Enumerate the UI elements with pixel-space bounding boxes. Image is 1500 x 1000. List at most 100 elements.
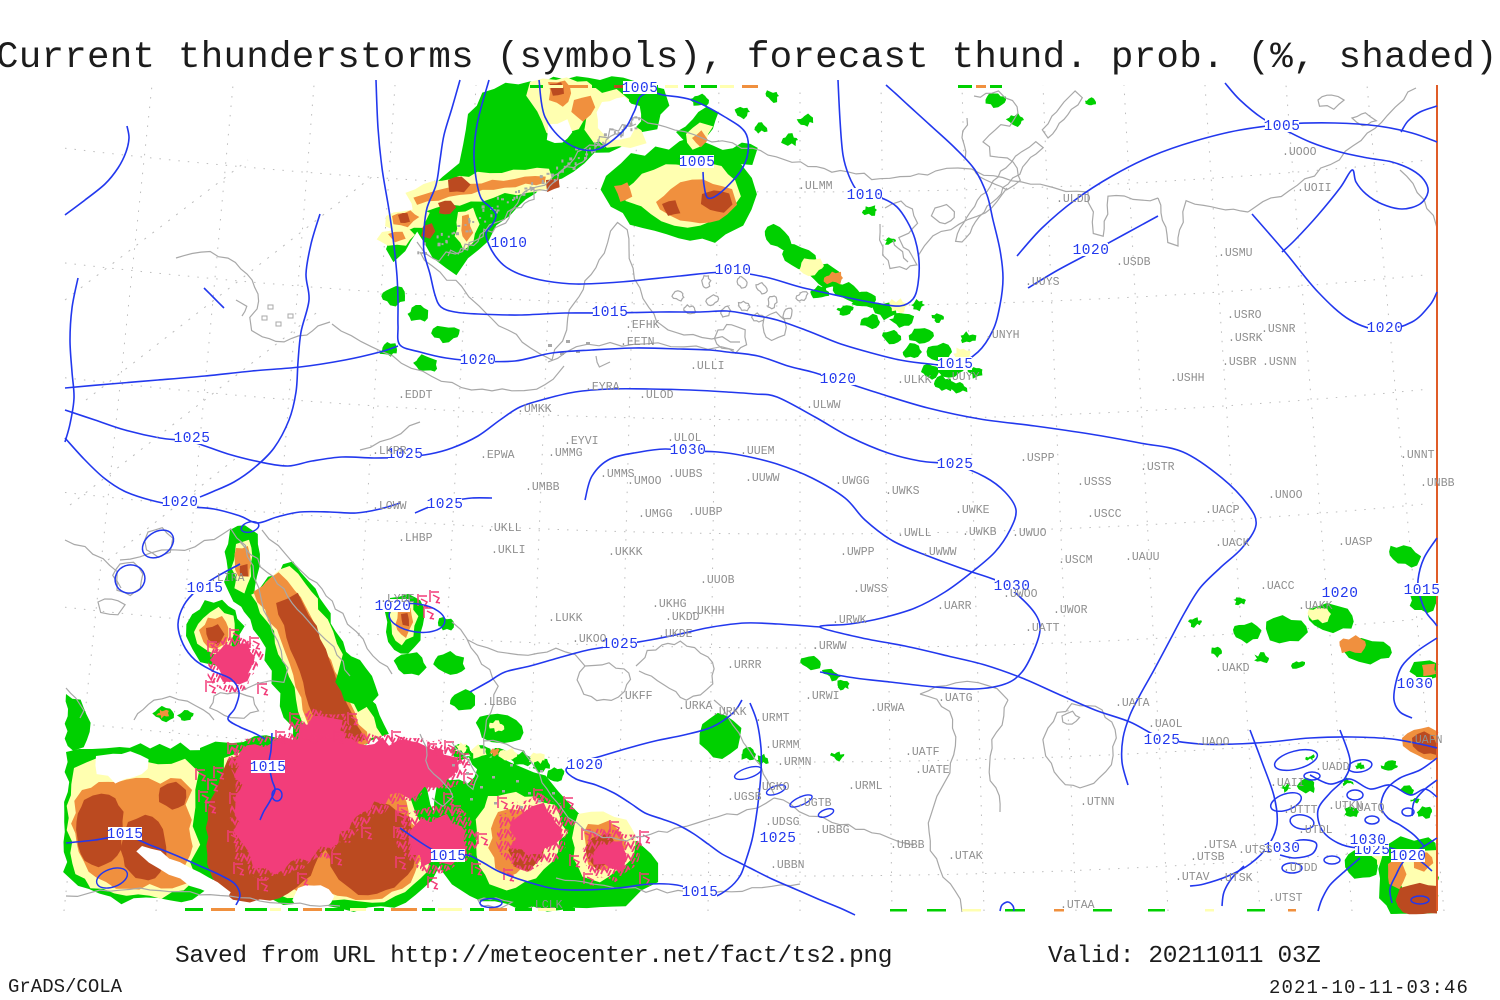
- svg-text:.UATE: .UATE: [915, 764, 950, 777]
- svg-text:.UMMG: .UMMG: [548, 447, 583, 460]
- svg-text:.UUYS: .UUYS: [1025, 276, 1060, 289]
- svg-text:.USRO: .USRO: [1227, 309, 1262, 322]
- svg-text:.UBBB: .UBBB: [890, 839, 925, 852]
- svg-text:.UWUO: .UWUO: [1012, 527, 1047, 540]
- svg-text:.UOII: .UOII: [1297, 182, 1332, 195]
- svg-text:.ULKK: .ULKK: [897, 374, 932, 387]
- svg-text:.UTSK: .UTSK: [1218, 872, 1253, 885]
- svg-text:1030: 1030: [1397, 677, 1434, 693]
- svg-text:.URRR: .URRR: [727, 659, 762, 672]
- svg-text:.UGTB: .UGTB: [797, 797, 832, 810]
- svg-text:.UAUU: .UAUU: [1125, 551, 1160, 564]
- svg-text:.LOWW: .LOWW: [372, 500, 407, 513]
- svg-text:.ULMM: .ULMM: [798, 180, 833, 193]
- svg-text:1020: 1020: [460, 353, 497, 369]
- svg-text:.UACK: .UACK: [1215, 537, 1250, 550]
- svg-text:1010: 1010: [715, 263, 752, 279]
- svg-text:.UTAV: .UTAV: [1175, 871, 1210, 884]
- svg-text:.USCM: .USCM: [1058, 554, 1093, 567]
- svg-text:.EYRA: .EYRA: [585, 381, 620, 394]
- svg-text:.UNOO: .UNOO: [1268, 489, 1303, 502]
- svg-text:.UDSG: .UDSG: [765, 816, 800, 829]
- svg-text:.URMN: .URMN: [777, 756, 812, 769]
- svg-text:1015: 1015: [430, 849, 467, 865]
- svg-text:.UTKN: .UTKN: [1328, 800, 1363, 813]
- svg-text:.UTSS: .UTSS: [1238, 844, 1273, 857]
- svg-text:1020: 1020: [162, 495, 199, 511]
- svg-text:.UAKD: .UAKD: [1215, 662, 1250, 675]
- svg-text:.UWOR: .UWOR: [1053, 604, 1088, 617]
- svg-text:.UUOB: .UUOB: [700, 574, 735, 587]
- svg-text:1025: 1025: [1144, 733, 1181, 749]
- svg-text:.URML: .URML: [848, 780, 883, 793]
- svg-text:.UMGG: .UMGG: [638, 508, 673, 521]
- svg-text:1025: 1025: [760, 831, 797, 847]
- svg-text:.USHH: .USHH: [1170, 372, 1205, 385]
- svg-text:.UKKK: .UKKK: [608, 546, 643, 559]
- svg-text:.USMU: .USMU: [1218, 247, 1253, 260]
- svg-text:.UAOO: .UAOO: [1195, 736, 1230, 749]
- svg-text:.UATG: .UATG: [938, 692, 973, 705]
- svg-text:.UMMS: .UMMS: [600, 468, 635, 481]
- svg-text:1030: 1030: [1350, 833, 1387, 849]
- svg-text:1025: 1025: [174, 431, 211, 447]
- svg-text:.UUYY: .UUYY: [945, 371, 980, 384]
- svg-text:.UTST: .UTST: [1268, 892, 1303, 905]
- svg-text:.ULOD: .ULOD: [639, 389, 674, 402]
- svg-text:.UTTT: .UTTT: [1283, 804, 1318, 817]
- svg-text:.UBBN: .UBBN: [770, 859, 805, 872]
- svg-text:.ULOL: .ULOL: [667, 432, 702, 445]
- svg-text:.UMOO: .UMOO: [627, 475, 662, 488]
- svg-text:.UNYH: .UNYH: [985, 329, 1020, 342]
- svg-text:.UWKS: .UWKS: [885, 485, 920, 498]
- svg-text:1020: 1020: [375, 599, 412, 615]
- svg-text:1020: 1020: [820, 372, 857, 388]
- svg-text:.URWI: .URWI: [805, 690, 840, 703]
- svg-text:.UATT: .UATT: [1025, 622, 1060, 635]
- svg-text:1025: 1025: [427, 497, 464, 513]
- svg-text:.ULDD: .ULDD: [1056, 193, 1091, 206]
- svg-text:.EYVI: .EYVI: [564, 435, 599, 448]
- svg-text:1015: 1015: [592, 305, 629, 321]
- svg-text:1025: 1025: [387, 447, 424, 463]
- svg-text:.UARR: .UARR: [937, 600, 972, 613]
- svg-text:.UKHH: .UKHH: [690, 605, 725, 618]
- svg-text:.UOOO: .UOOO: [1282, 146, 1317, 159]
- svg-text:.EPWA: .EPWA: [480, 449, 515, 462]
- svg-text:1030: 1030: [1264, 841, 1301, 857]
- svg-text:.LKPR: .LKPR: [372, 445, 407, 458]
- svg-text:1020: 1020: [1367, 321, 1404, 337]
- svg-text:.UATF: .UATF: [905, 746, 940, 759]
- svg-text:.LIRA: .LIRA: [210, 572, 245, 585]
- svg-text:.UUEM: .UUEM: [740, 445, 775, 458]
- svg-text:.UUBS: .UUBS: [668, 468, 703, 481]
- svg-text:.UGKO: .UGKO: [755, 781, 790, 794]
- svg-text:.UTAK: .UTAK: [948, 850, 983, 863]
- svg-text:.USBR: .USBR: [1222, 356, 1257, 369]
- svg-text:.UUWW: .UUWW: [745, 472, 780, 485]
- svg-text:.UTSB: .UTSB: [1190, 851, 1225, 864]
- svg-text:.URKK: .URKK: [712, 706, 747, 719]
- svg-text:1025: 1025: [602, 637, 639, 653]
- svg-text:GrADS/COLA: GrADS/COLA: [8, 976, 123, 998]
- svg-text:.UTDL: .UTDL: [1298, 824, 1333, 837]
- svg-text:.UAKK: .UAKK: [1298, 600, 1333, 613]
- svg-text:.UKDD: .UKDD: [665, 611, 700, 624]
- svg-text:.USSS: .USSS: [1077, 476, 1112, 489]
- svg-text:.UWWW: .UWWW: [922, 546, 957, 559]
- svg-text:.UUBP: .UUBP: [688, 506, 723, 519]
- svg-text:.EETN: .EETN: [620, 336, 655, 349]
- svg-text:.UTAA: .UTAA: [1060, 899, 1095, 912]
- svg-text:.UNBB: .UNBB: [1420, 477, 1455, 490]
- svg-text:.UATA: .UATA: [1115, 697, 1150, 710]
- svg-text:1025: 1025: [937, 457, 974, 473]
- svg-text:.UGSB: .UGSB: [727, 791, 762, 804]
- svg-text:.UKLI: .UKLI: [491, 544, 526, 557]
- svg-text:.UAII: .UAII: [1270, 777, 1305, 790]
- svg-text:.USPP: .USPP: [1020, 452, 1055, 465]
- svg-text:.USDB: .USDB: [1116, 256, 1151, 269]
- svg-text:.URWK: .URWK: [832, 614, 867, 627]
- svg-text:.URWA: .URWA: [870, 702, 905, 715]
- svg-text:.UWKE: .UWKE: [955, 504, 990, 517]
- svg-text:1020: 1020: [1322, 586, 1359, 602]
